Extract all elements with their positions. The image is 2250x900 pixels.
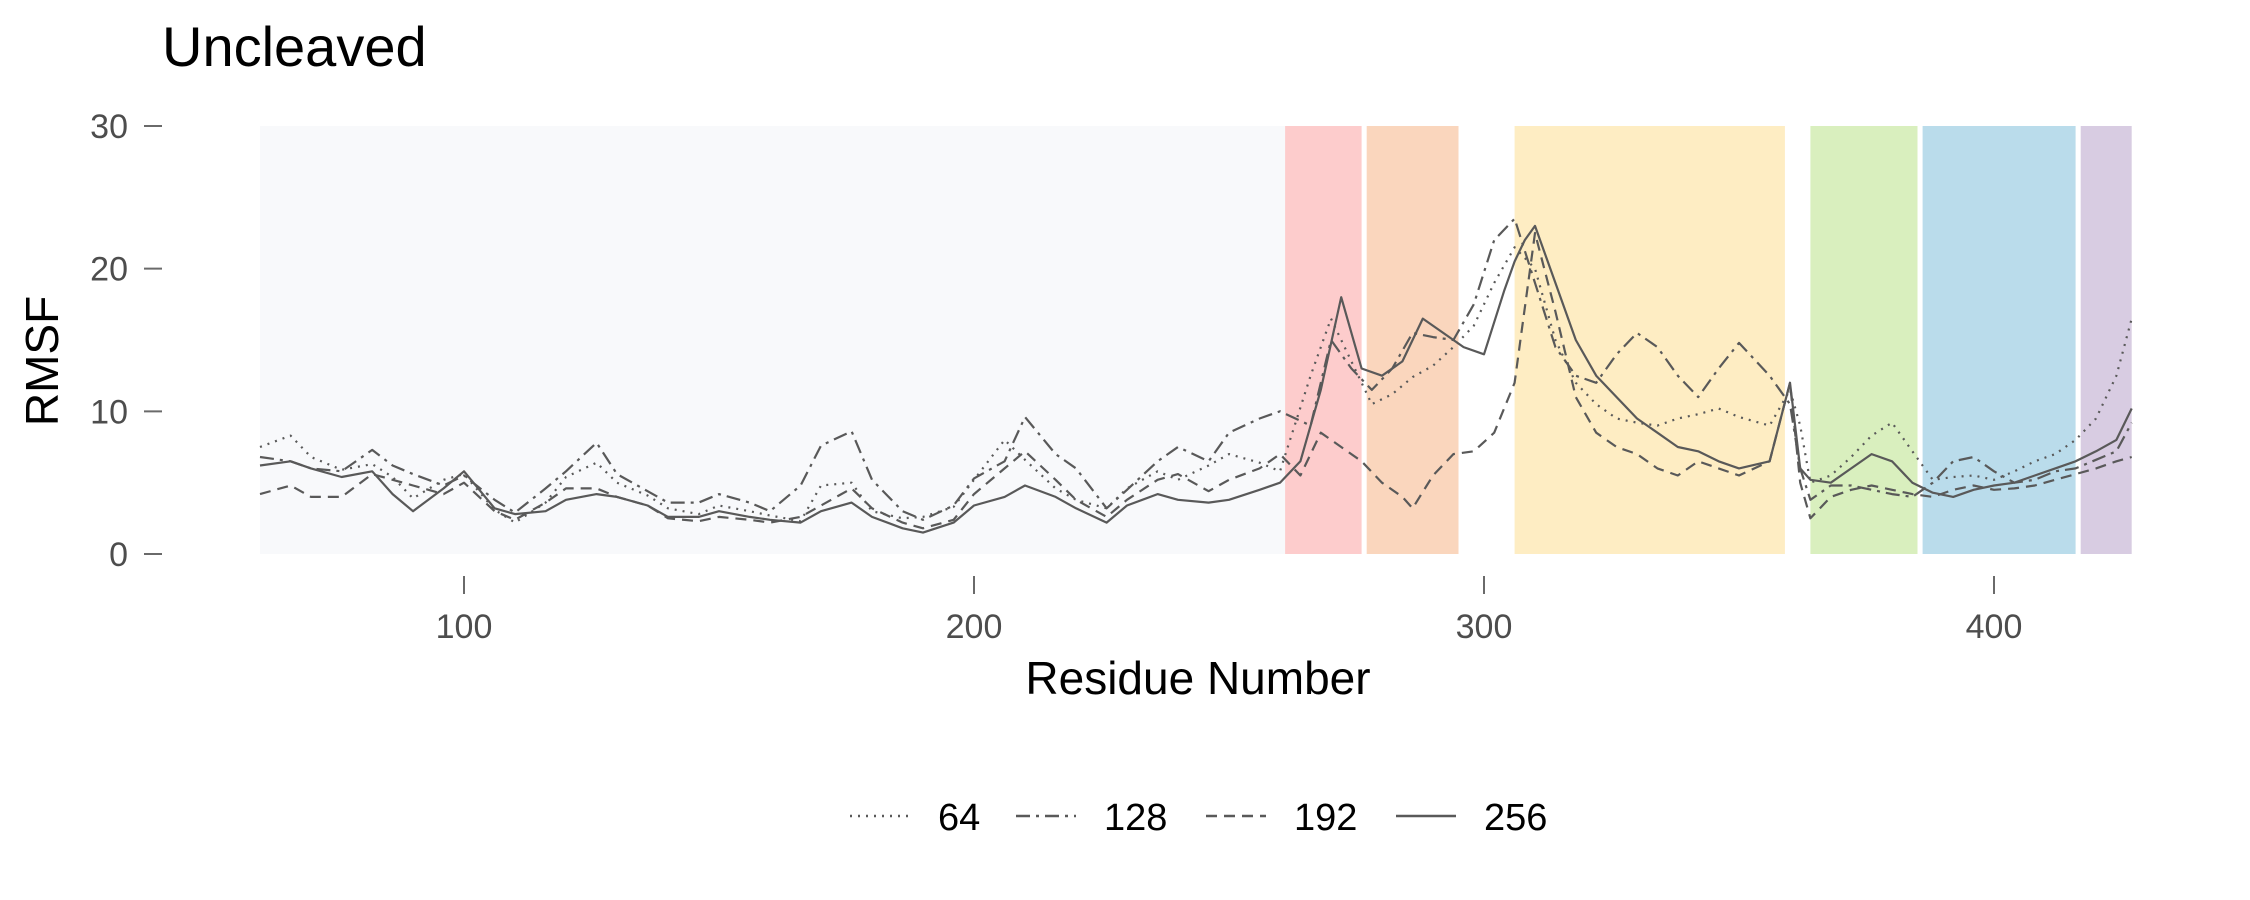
x-tick-label: 100: [436, 608, 493, 646]
axes: 0 10 20 30 100 200 300 400: [90, 108, 2022, 646]
domain-band-1: [260, 126, 1286, 554]
chart-title: Uncleaved: [162, 15, 427, 78]
y-axis-title: RMSF: [16, 296, 68, 426]
x-tick-label: 200: [946, 608, 1003, 646]
y-tick-label: 0: [109, 536, 128, 574]
legend-label-128: 128: [1104, 797, 1167, 839]
domain-band-4: [1514, 126, 1785, 554]
domain-band-7: [2080, 126, 2132, 554]
domain-band-6: [1922, 126, 2076, 554]
legend-label-192: 192: [1294, 797, 1357, 839]
series-lines: [259, 217, 2133, 534]
y-tick-label: 20: [90, 251, 128, 289]
series-128-line: [259, 217, 2133, 521]
domain-band-5: [1810, 126, 1918, 554]
domain-regions: [260, 126, 2132, 554]
y-tick-label: 30: [90, 108, 128, 146]
series-192-line: [259, 231, 2132, 530]
legend-label-64: 64: [938, 797, 980, 839]
x-tick-label: 300: [1456, 608, 1513, 646]
y-tick-label: 10: [90, 393, 128, 431]
legend-label-256: 256: [1484, 797, 1547, 839]
legend: 64 128 192 256: [850, 797, 1547, 839]
x-tick-label: 400: [1966, 608, 2023, 646]
series-256-line: [259, 224, 2133, 534]
series-64-line: [259, 246, 2133, 524]
x-axis-title: Residue Number: [1025, 652, 1370, 704]
